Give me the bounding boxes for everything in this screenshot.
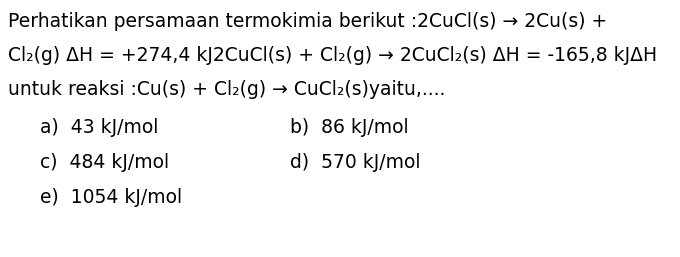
Text: a)  43 kJ/mol: a) 43 kJ/mol	[40, 118, 158, 137]
Text: c)  484 kJ/mol: c) 484 kJ/mol	[40, 153, 169, 172]
Text: untuk reaksi :Cu(s) + Cl₂(g) → CuCl₂(s)yaitu,....: untuk reaksi :Cu(s) + Cl₂(g) → CuCl₂(s)y…	[8, 80, 445, 99]
Text: b)  86 kJ/mol: b) 86 kJ/mol	[290, 118, 409, 137]
Text: Perhatikan persamaan termokimia berikut :2CuCl(s) → 2Cu(s) +: Perhatikan persamaan termokimia berikut …	[8, 12, 607, 31]
Text: Cl₂(g) ΔH = +274,4 kJ2CuCl(s) + Cl₂(g) → 2CuCl₂(s) ΔH = -165,8 kJΔH: Cl₂(g) ΔH = +274,4 kJ2CuCl(s) + Cl₂(g) →…	[8, 46, 657, 65]
Text: e)  1054 kJ/mol: e) 1054 kJ/mol	[40, 188, 182, 207]
Text: d)  570 kJ/mol: d) 570 kJ/mol	[290, 153, 420, 172]
